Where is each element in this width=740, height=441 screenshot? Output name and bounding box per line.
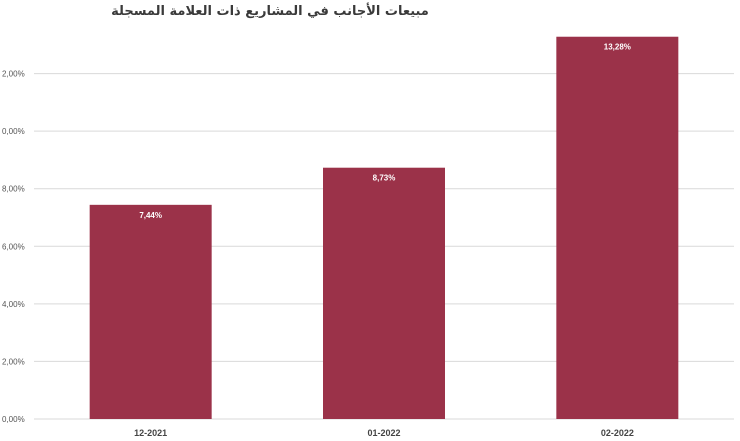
y-tick-label: 6,00%	[2, 242, 25, 251]
y-tick-label: 4,00%	[2, 300, 25, 309]
x-tick-label: 02-2022	[601, 428, 634, 438]
y-tick-label: 0,00%	[2, 415, 25, 424]
bar	[556, 36, 679, 420]
x-tick-label: 12-2021	[134, 428, 167, 438]
data-label: 8,73%	[373, 174, 396, 183]
y-tick-label: 8,00%	[2, 185, 25, 194]
data-label: 7,44%	[139, 211, 162, 220]
y-tick-label: 2,00%	[2, 357, 25, 366]
bar	[89, 204, 212, 419]
bar	[323, 167, 445, 419]
x-tick-label: 01-2022	[367, 428, 400, 438]
data-label: 13,28%	[604, 43, 631, 52]
y-tick-label: 0,00%	[2, 127, 25, 136]
chart-title: مبيعات الأجانب في المشاريع ذات العلامة ا…	[111, 4, 429, 19]
y-tick-label: 2,00%	[2, 70, 25, 79]
